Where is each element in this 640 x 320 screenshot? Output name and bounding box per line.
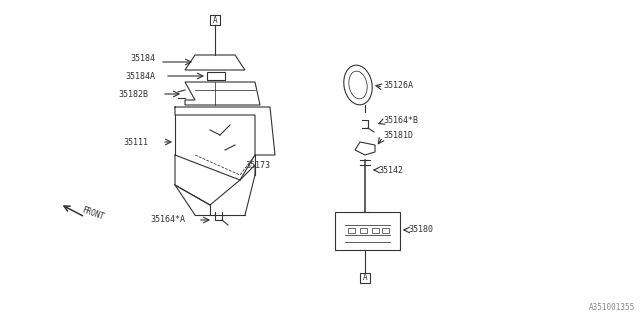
FancyBboxPatch shape <box>335 212 400 250</box>
Text: 35173: 35173 <box>245 161 270 170</box>
Text: FRONT: FRONT <box>80 206 105 222</box>
Text: 35181D: 35181D <box>383 131 413 140</box>
Text: 35184: 35184 <box>130 53 155 62</box>
Text: 35182B: 35182B <box>118 90 148 99</box>
Text: A: A <box>363 274 367 283</box>
Text: 35164*B: 35164*B <box>383 116 418 124</box>
Bar <box>210 15 220 25</box>
Text: 35142: 35142 <box>378 165 403 174</box>
Text: A: A <box>212 15 218 25</box>
Text: A351001355: A351001355 <box>589 303 635 312</box>
Bar <box>360 228 367 233</box>
Text: 35111: 35111 <box>123 138 148 147</box>
Bar <box>372 228 379 233</box>
Text: 35180: 35180 <box>408 226 433 235</box>
Bar <box>348 228 355 233</box>
Bar <box>360 273 370 283</box>
Ellipse shape <box>349 71 367 99</box>
Text: 35126A: 35126A <box>383 81 413 90</box>
Text: 35184A: 35184A <box>125 71 155 81</box>
Bar <box>382 228 389 233</box>
Ellipse shape <box>344 65 372 105</box>
Text: 35164*A: 35164*A <box>150 215 185 225</box>
